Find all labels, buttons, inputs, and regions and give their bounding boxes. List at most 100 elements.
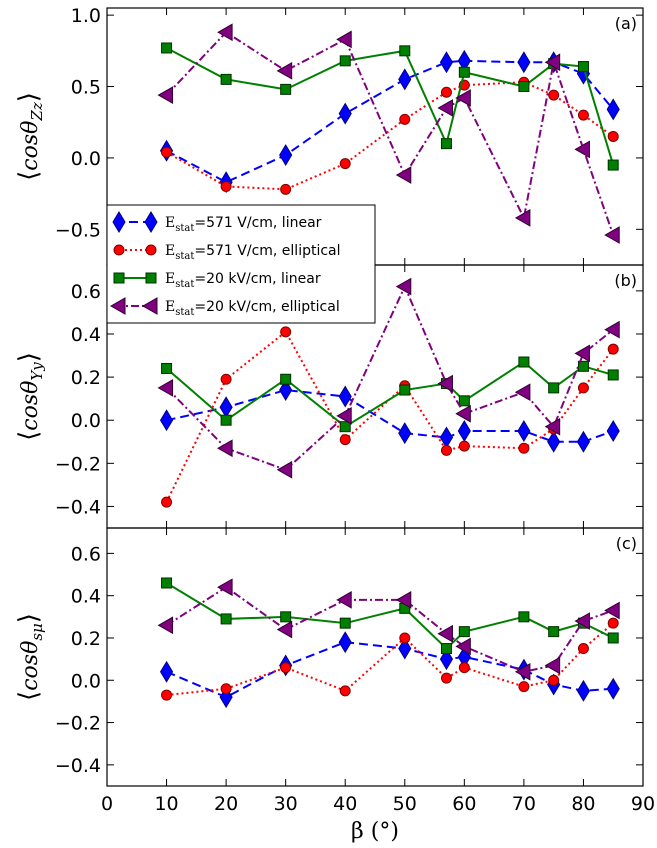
data-point	[458, 440, 470, 452]
data-point	[518, 611, 530, 623]
data-point	[458, 66, 470, 78]
series-1	[159, 631, 620, 709]
data-point	[544, 53, 561, 72]
data-point	[574, 344, 590, 363]
data-point	[604, 226, 620, 244]
data-point	[577, 643, 589, 655]
y-tick-label: 0.2	[71, 628, 101, 650]
data-point	[604, 601, 620, 620]
legend: Estat=571 V/cm, linear Estat=571 V/cm, el…	[106, 204, 376, 324]
data-point	[159, 660, 174, 683]
data-point	[574, 612, 590, 630]
y-tick-label: 1.0	[71, 5, 101, 27]
data-point	[220, 373, 232, 385]
data-point	[280, 83, 292, 95]
y-axis-label: ⟨cosθYy⟩	[14, 352, 46, 441]
data-point	[161, 42, 173, 54]
data-point	[440, 138, 452, 150]
legend-marker	[112, 211, 126, 233]
series-line	[166, 586, 614, 673]
data-point	[161, 577, 173, 589]
data-point	[161, 689, 173, 701]
x-tick-label: 10	[154, 793, 178, 815]
y-axis-label: ⟨cosθsμ⟩	[14, 613, 46, 701]
data-point	[339, 158, 351, 170]
x-tick-label: 80	[571, 793, 595, 815]
data-point	[607, 131, 619, 142]
data-point	[398, 637, 412, 660]
x-tick-label: 40	[333, 793, 357, 815]
data-point	[280, 373, 292, 385]
data-point	[220, 180, 232, 192]
data-point	[606, 98, 620, 121]
legend-entry: Estat=571 V/cm, elliptical	[113, 243, 341, 262]
x-tick-label: 70	[512, 793, 536, 815]
data-point	[548, 674, 560, 686]
series-line	[166, 81, 614, 191]
panel-3: −0.4 −0.2 0.0 0.2 0.4 0.6 0 10 20 30 40 50 60 70 80 90 (…	[14, 527, 655, 815]
data-point	[339, 421, 351, 433]
series-line	[166, 47, 615, 166]
data-point	[217, 439, 233, 458]
data-point	[440, 643, 452, 655]
data-point	[280, 611, 292, 623]
x-tick-label: 30	[274, 793, 298, 815]
data-point	[544, 417, 561, 436]
data-point	[159, 409, 174, 432]
data-point	[217, 23, 233, 42]
data-point	[399, 384, 411, 396]
data-point	[514, 383, 531, 402]
panel-1: −0.5 0.0 0.5 1.0 (a) ⟨cosθZz⟩	[14, 5, 644, 266]
data-point	[518, 81, 530, 93]
data-point	[220, 613, 232, 625]
data-point	[157, 616, 174, 635]
data-point	[574, 140, 590, 159]
data-point	[157, 86, 174, 104]
data-point	[458, 626, 470, 638]
data-point	[280, 662, 292, 674]
y-tick-label: 0.0	[71, 148, 101, 170]
series-2	[161, 617, 619, 701]
panel-label: (c)	[616, 534, 637, 553]
data-point	[395, 591, 412, 609]
legend-entry: Estat=20 kV/cm, elliptical	[109, 297, 340, 318]
data-point	[437, 624, 453, 643]
series-line	[166, 582, 614, 650]
x-tick-label: 0	[101, 793, 113, 815]
data-point	[280, 326, 292, 338]
legend-marker	[113, 272, 125, 284]
data-point	[395, 166, 412, 184]
legend-marker	[145, 272, 157, 284]
legend-label: Estat=571 V/cm, linear	[165, 215, 322, 234]
data-point	[440, 444, 452, 456]
data-point	[336, 591, 352, 609]
data-point	[455, 89, 471, 107]
y-tick-label: 0.2	[71, 367, 101, 389]
data-point	[607, 159, 619, 171]
data-point	[577, 360, 589, 372]
data-point	[161, 496, 173, 508]
data-point	[457, 420, 471, 442]
x-tick-label: 50	[393, 793, 417, 815]
data-point	[518, 681, 530, 693]
data-point	[398, 68, 412, 91]
series-1	[159, 49, 620, 194]
legend-entry: Estat=20 kV/cm, linear	[113, 271, 321, 290]
y-tick-label: 0.4	[71, 586, 101, 608]
data-point	[220, 73, 232, 85]
y-tick-label: −0.2	[55, 453, 101, 475]
data-point	[279, 144, 293, 167]
data-point	[276, 61, 293, 80]
data-point	[458, 395, 470, 407]
y-tick-label: 0.6	[71, 543, 101, 565]
data-point	[548, 89, 560, 101]
data-point	[576, 430, 591, 453]
legend-marker	[145, 244, 157, 256]
series-4	[157, 23, 620, 244]
data-point	[518, 442, 530, 454]
data-point	[547, 430, 561, 453]
series-4	[157, 277, 620, 479]
data-point	[607, 632, 619, 644]
data-point	[455, 404, 471, 423]
